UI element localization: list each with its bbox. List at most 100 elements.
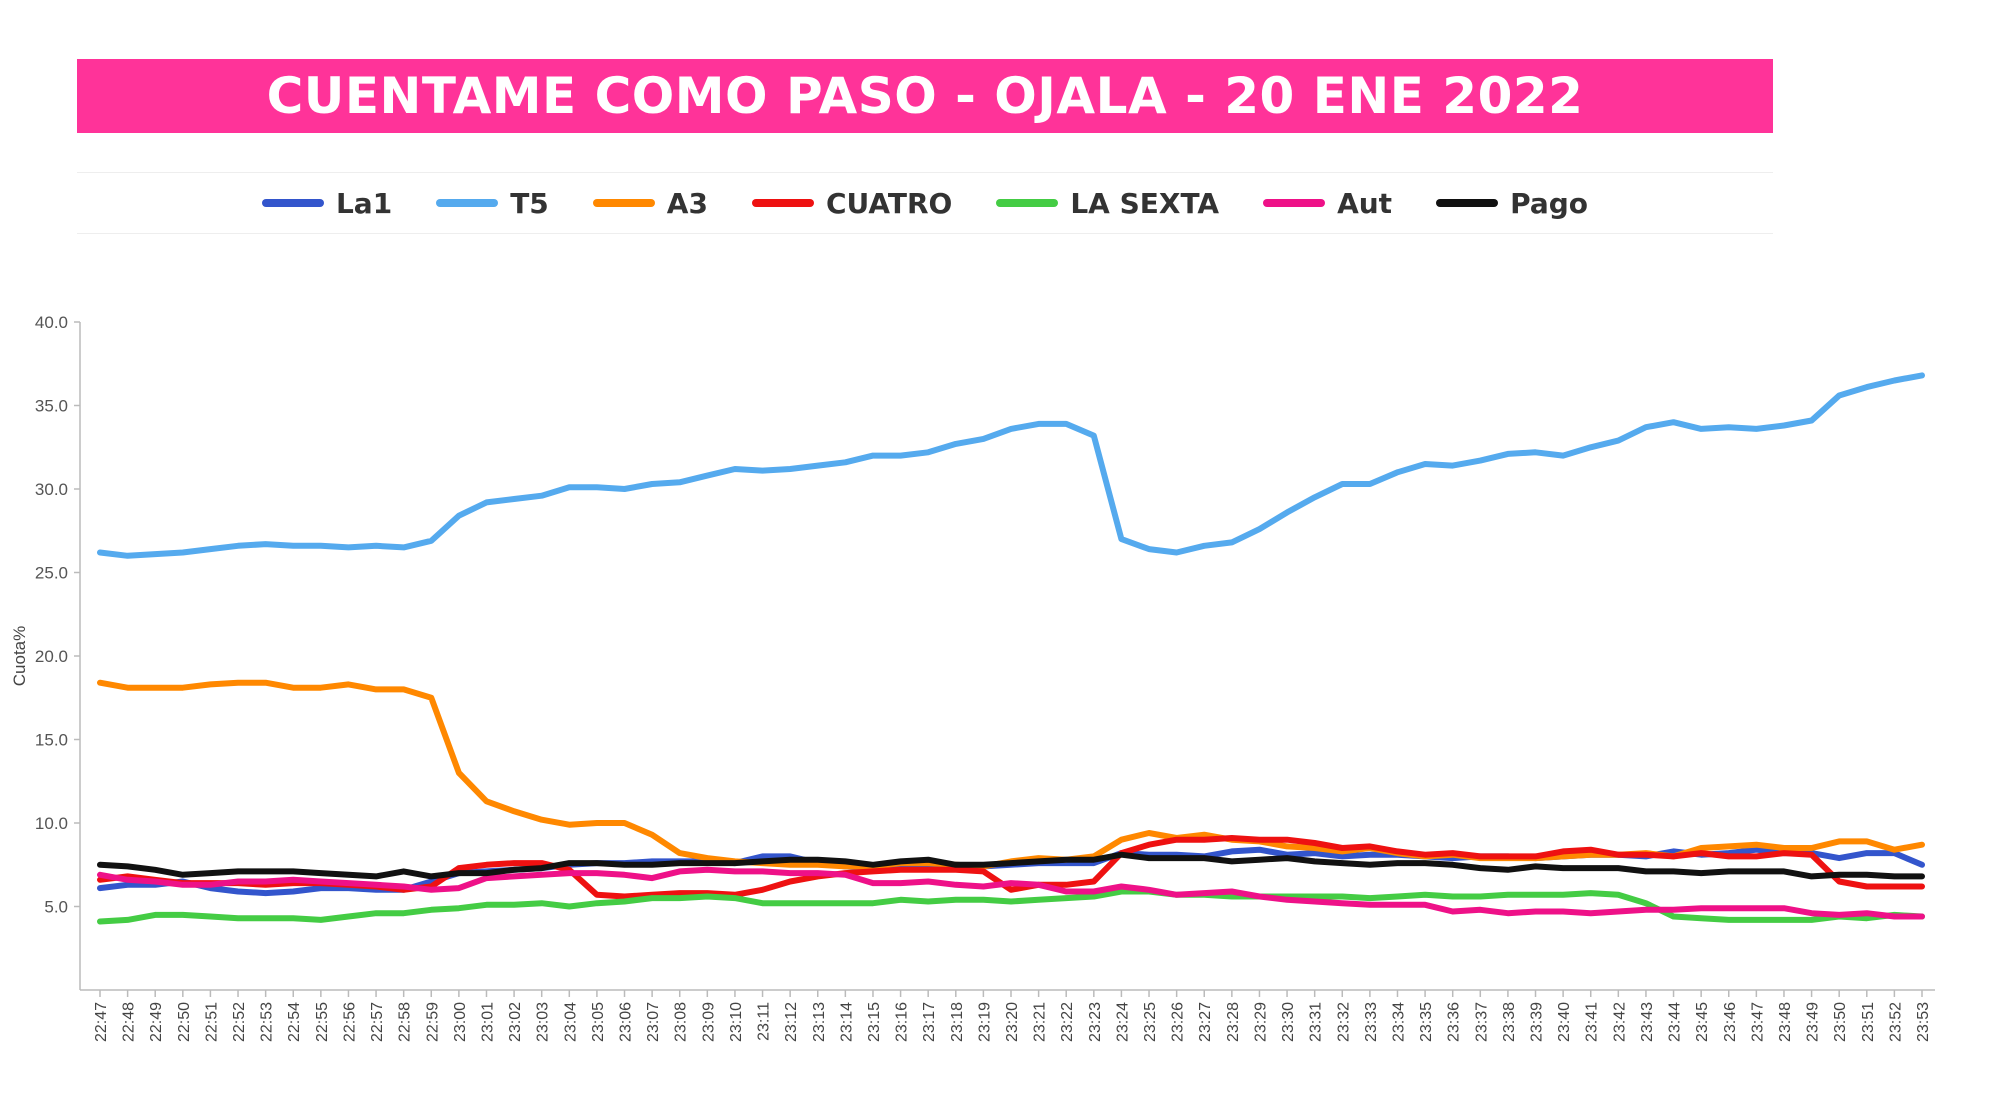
x-tick-label: 23:15: [866, 1002, 883, 1042]
x-tick-label: 23:32: [1335, 1002, 1352, 1042]
x-tick-label: 23:03: [535, 1002, 552, 1042]
x-tick-label: 23:52: [1887, 1002, 1904, 1042]
x-tick-label: 23:36: [1446, 1002, 1463, 1042]
x-tick-label: 23:26: [1170, 1002, 1187, 1042]
x-tick-label: 23:48: [1777, 1002, 1794, 1042]
x-tick-label: 23:04: [562, 1002, 579, 1042]
chart-title: CUENTAME COMO PASO - OJALA - 20 ENE 2022: [266, 67, 1584, 125]
x-tick-label: 23:40: [1556, 1002, 1573, 1042]
x-tick-label: 23:20: [1004, 1002, 1021, 1042]
legend-item-t5[interactable]: T5: [436, 187, 549, 220]
x-tick-label: 23:38: [1501, 1002, 1518, 1042]
x-tick-label: 23:45: [1694, 1002, 1711, 1042]
legend-swatch: [1436, 199, 1499, 207]
series-line-cuatro: [97, 835, 1925, 900]
x-tick-label: 22:48: [121, 1002, 138, 1042]
legend-item-aut[interactable]: Aut: [1263, 187, 1392, 220]
line-chart: 40.0 35.0 30.0 25.0 20.0 15.0 10.0 5.0 Cuota% 22:…: [10, 313, 1935, 1042]
y-tick-label: 20.0: [35, 647, 68, 666]
x-tick-label: 23:05: [590, 1002, 607, 1042]
x-tick-label: 23:44: [1667, 1002, 1684, 1042]
x-tick-label: 22:58: [397, 1002, 414, 1042]
x-tick-label: 23:43: [1639, 1002, 1656, 1042]
x-tick-label: 23:46: [1722, 1002, 1739, 1042]
x-tick-label: 23:27: [1197, 1002, 1214, 1042]
x-tick-label: 23:08: [673, 1002, 690, 1042]
y-tick-label: 40.0: [35, 313, 68, 332]
x-tick-label: 23:21: [1032, 1002, 1049, 1042]
x-tick-label: 23:50: [1832, 1002, 1849, 1042]
legend-item-la-sexta[interactable]: LA SEXTA: [996, 187, 1219, 220]
legend-label: T5: [510, 186, 549, 220]
x-tick-label: 23:49: [1805, 1002, 1822, 1042]
x-tick-label: 23:12: [783, 1002, 800, 1042]
legend-item-cuatro[interactable]: CUATRO: [751, 187, 952, 220]
x-tick-label: 23:19: [976, 1002, 993, 1042]
x-tick-label: 23:35: [1418, 1002, 1435, 1042]
x-tick-label: 23:37: [1473, 1002, 1490, 1042]
x-tick-label: 23:18: [949, 1002, 966, 1042]
y-tick-label: 10.0: [35, 814, 68, 833]
legend-item-a3[interactable]: A3: [592, 186, 708, 220]
x-tick-label: 23:00: [452, 1002, 469, 1042]
x-tick-label: 23:22: [1059, 1002, 1076, 1042]
x-tick-label: 23:24: [1114, 1002, 1131, 1042]
legend-label: A3: [666, 186, 708, 220]
legend-label: LA SEXTA: [1070, 186, 1220, 220]
x-tick-label: 22:54: [286, 1002, 303, 1042]
x-tick-label: 23:53: [1915, 1002, 1932, 1042]
x-tick-label: 23:25: [1142, 1002, 1159, 1042]
x-tick-label: 23:23: [1087, 1002, 1104, 1042]
x-tick-label: 23:13: [811, 1002, 828, 1042]
x-tick-label: 22:51: [203, 1002, 220, 1042]
legend-item-la1[interactable]: La1: [261, 186, 393, 220]
x-tick-label: 23:41: [1584, 1002, 1601, 1042]
legend-label: La1: [335, 186, 393, 220]
x-tick-label: 22:57: [369, 1002, 386, 1042]
x-tick-label: 23:28: [1225, 1002, 1242, 1042]
y-tick-label: 5.0: [44, 898, 68, 917]
legend-swatch: [1263, 199, 1326, 207]
series-line-la-sexta: [97, 888, 1925, 925]
x-tick-label: 22:50: [176, 1002, 193, 1042]
x-tick-label: 22:53: [259, 1002, 276, 1042]
series-line-aut: [97, 866, 1925, 920]
x-tick-label: 23:33: [1363, 1002, 1380, 1042]
series-line-pago: [97, 851, 1925, 880]
title-banner: CUENTAME COMO PASO - OJALA - 20 ENE 2022: [77, 59, 1773, 133]
legend-swatch: [996, 199, 1059, 207]
x-tick-label: 23:09: [700, 1002, 717, 1042]
y-tick-label: 30.0: [35, 480, 68, 499]
x-tick-label: 23:42: [1611, 1002, 1628, 1042]
x-tick-label: 23:51: [1860, 1002, 1877, 1042]
y-tick-label: 35.0: [35, 397, 68, 416]
x-tick-label: 23:47: [1749, 1002, 1766, 1042]
x-tick-label: 23:10: [728, 1002, 745, 1042]
legend: La1 T5 A3 CUATRO LA SEXTA Aut Pago: [77, 172, 1773, 234]
x-tick-label: 23:16: [894, 1002, 911, 1042]
x-tick-label: 23:06: [618, 1002, 635, 1042]
legend-item-pago[interactable]: Pago: [1436, 187, 1588, 220]
y-tick-label: 15.0: [35, 731, 68, 750]
y-axis-label: Cuota%: [10, 626, 29, 686]
legend-label: Aut: [1337, 186, 1393, 220]
x-tick-label: 23:01: [479, 1002, 496, 1042]
x-tick-label: 22:56: [341, 1002, 358, 1042]
x-tick-label: 22:55: [314, 1002, 331, 1042]
x-tick-label: 23:30: [1280, 1002, 1297, 1042]
legend-swatch: [436, 199, 499, 207]
x-tick-label: 23:39: [1529, 1002, 1546, 1042]
legend-swatch: [592, 199, 655, 207]
y-tick-label: 25.0: [35, 564, 68, 583]
legend-label: Pago: [1510, 186, 1589, 220]
x-tick-label: 23:07: [645, 1002, 662, 1042]
x-tick-label: 22:47: [93, 1002, 110, 1042]
legend-swatch: [261, 199, 324, 207]
series-line-t5: [97, 372, 1925, 559]
legend-swatch: [751, 199, 814, 207]
x-tick-label: 23:17: [921, 1002, 938, 1042]
series-line-a3: [97, 679, 1925, 870]
x-tick-label: 23:11: [756, 1002, 773, 1041]
x-tick-label: 23:34: [1390, 1002, 1407, 1042]
x-tick-label: 23:31: [1308, 1002, 1325, 1042]
